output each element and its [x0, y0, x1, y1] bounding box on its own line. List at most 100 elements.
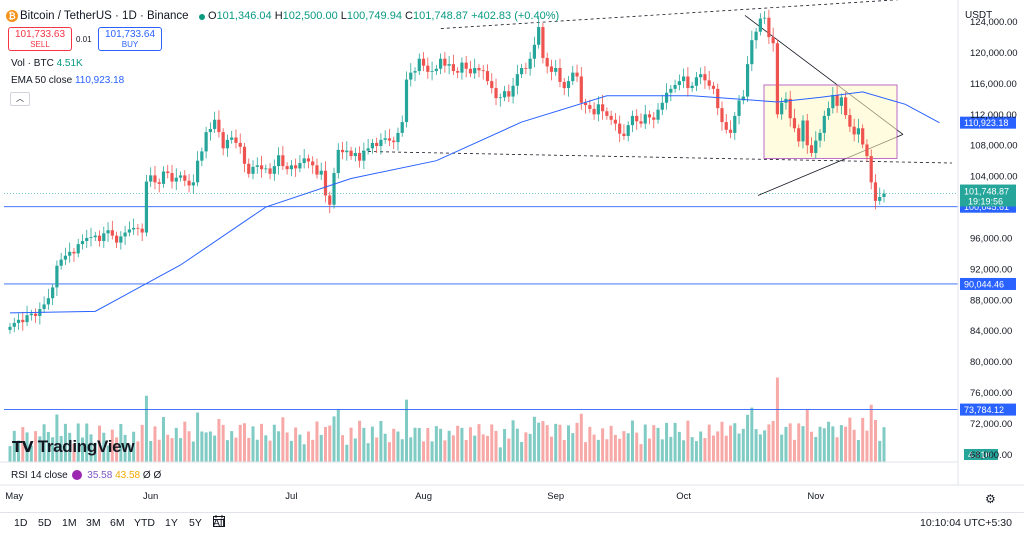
volume-bar — [733, 423, 737, 462]
candle-body — [856, 128, 861, 135]
volume-bar — [677, 431, 681, 462]
volume-bar — [716, 431, 720, 462]
volume-bar — [520, 442, 524, 462]
candle-body — [878, 197, 882, 201]
range-button-5y[interactable]: 5Y — [189, 517, 202, 529]
candle-body — [481, 70, 485, 72]
candle-body — [622, 133, 626, 136]
volume-bar — [294, 427, 298, 462]
range-button-1d[interactable]: 1D — [14, 517, 28, 529]
range-button-all[interactable]: All — [213, 517, 225, 529]
candle-body — [379, 139, 383, 147]
rsi-settings-icon[interactable] — [72, 470, 83, 481]
candle-body — [221, 132, 225, 149]
candle-body — [647, 114, 652, 118]
candle-body — [682, 76, 686, 82]
candle-body — [707, 80, 711, 86]
sell-button[interactable]: 101,733.63 SELL — [8, 27, 72, 51]
candle-body — [558, 67, 562, 82]
volume-bar — [63, 423, 67, 462]
candle-body — [733, 115, 737, 133]
candle-body — [8, 326, 12, 330]
candle-body — [686, 76, 690, 89]
volume-bar — [856, 440, 860, 462]
candle-body — [85, 237, 89, 242]
volume-bar — [503, 429, 507, 462]
volume-bar — [630, 420, 634, 462]
volume-bar — [792, 439, 796, 462]
candle-body — [502, 91, 507, 98]
candle-body — [362, 150, 366, 161]
price-level-label: 73,784.12 — [964, 405, 1004, 415]
volume-bar — [272, 424, 276, 462]
range-button-1y[interactable]: 1Y — [165, 517, 178, 529]
volume-bar — [179, 438, 183, 462]
chevron-up-icon[interactable]: ︿ — [10, 92, 30, 106]
candle-body — [852, 126, 856, 135]
volume-bar — [264, 435, 268, 462]
buy-button[interactable]: 101,733.64 BUY — [98, 27, 162, 51]
volume-bar — [537, 422, 541, 462]
candle-body — [724, 122, 728, 130]
candle-body — [59, 259, 63, 266]
candle-body — [97, 235, 102, 242]
volume-bar — [196, 412, 200, 462]
logo-text: TradingView — [37, 437, 135, 456]
candle-body — [259, 165, 264, 170]
volume-bar — [42, 424, 46, 462]
volume-bar — [592, 434, 596, 462]
volume-bar — [379, 421, 383, 462]
volume-bar — [460, 427, 464, 462]
candle-body — [12, 322, 16, 327]
currency-selector[interactable]: USDT — [965, 10, 993, 21]
rsi-legend[interactable]: RSI 14 close 35.58 43.58 Ø Ø — [11, 470, 161, 481]
volume-legend[interactable]: Vol · BTC 4.51K — [11, 58, 83, 69]
range-button-1m[interactable]: 1M — [62, 517, 77, 529]
volume-bar — [123, 434, 127, 462]
ema-line — [9, 91, 940, 314]
volume-bar — [298, 434, 302, 462]
volume-bar — [106, 445, 110, 462]
candle-body — [775, 43, 780, 115]
candle-body — [473, 67, 477, 74]
range-button-5d[interactable]: 5D — [38, 517, 52, 529]
volume-bar — [413, 427, 417, 462]
symbol-title[interactable]: Bitcoin / TetherUS · 1D · Binance — [20, 10, 189, 22]
volume-bar — [711, 435, 715, 462]
candle-body — [669, 88, 673, 93]
candle-body — [771, 37, 775, 44]
volume-bar — [149, 441, 153, 462]
candle-body — [383, 138, 387, 140]
volume-bar — [515, 428, 519, 462]
volume-bar — [456, 425, 460, 462]
volume-bar — [609, 425, 613, 462]
clock[interactable]: 10:10:04 UTC+5:30 — [920, 517, 1012, 529]
range-button-6m[interactable]: 6M — [110, 517, 125, 529]
range-button-ytd[interactable]: YTD — [134, 517, 155, 529]
volume-bar — [643, 424, 647, 462]
volume-bar — [93, 442, 97, 462]
ema-legend[interactable]: EMA 50 close 110,923.18 — [11, 75, 124, 86]
candle-body — [728, 129, 733, 133]
candle-body — [102, 233, 106, 242]
calendar-icon[interactable] — [212, 514, 226, 528]
close-value: 101,748.87 — [412, 10, 469, 22]
range-button-3m[interactable]: 3M — [86, 517, 101, 529]
candle-body — [136, 227, 140, 229]
y-tick-label: 72,000.00 — [970, 419, 1012, 430]
volume-tag — [964, 449, 998, 460]
volume-bar — [635, 432, 639, 462]
volume-bar — [532, 416, 536, 462]
volume-bar — [238, 424, 242, 462]
candle-body — [805, 120, 809, 146]
candle-body — [187, 180, 191, 186]
candle-body — [413, 71, 417, 73]
gear-icon[interactable]: ⚙ — [985, 492, 996, 506]
candle-body — [417, 58, 421, 72]
y-tick-label: 88,000.00 — [970, 295, 1012, 306]
rsi-upper-value: Ø — [142, 470, 151, 481]
candle-body — [780, 102, 784, 115]
volume-bar — [119, 424, 123, 462]
volume-bar — [801, 426, 805, 462]
